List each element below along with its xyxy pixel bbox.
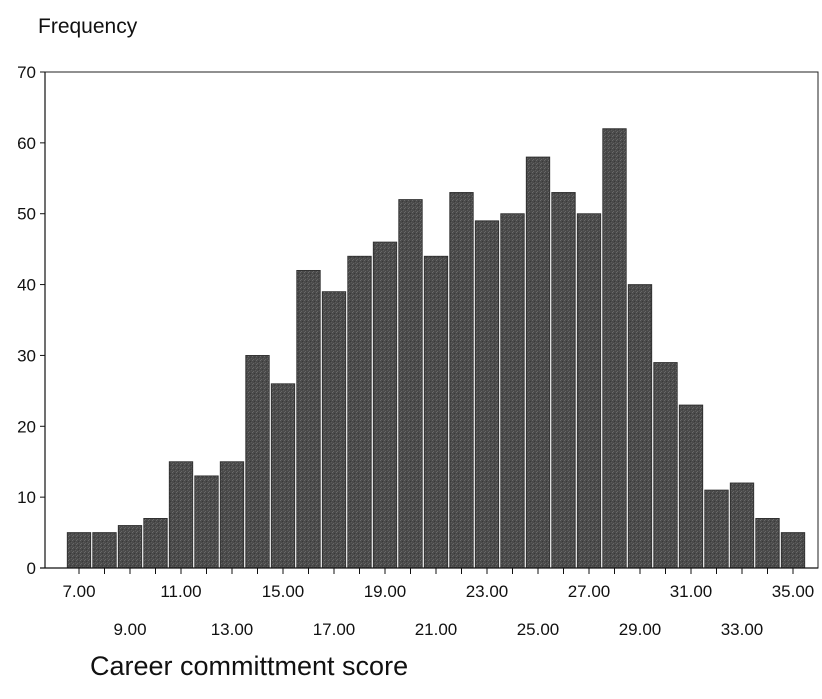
histogram-bar <box>194 475 219 569</box>
histogram-bar <box>525 156 551 569</box>
x-tick-label: 9.00 <box>113 620 146 639</box>
histogram-bar <box>449 192 474 569</box>
histogram-bar <box>347 255 372 569</box>
histogram-bar <box>372 241 398 569</box>
x-axis-title: Career committment score <box>90 651 408 681</box>
histogram-bar <box>474 220 500 569</box>
bars <box>66 128 806 569</box>
y-tick-label: 40 <box>17 276 36 295</box>
histogram-bar <box>755 518 780 569</box>
y-tick-label: 70 <box>17 63 36 82</box>
y-tick-label: 60 <box>17 134 36 153</box>
y-tick-label: 20 <box>17 417 36 436</box>
x-tick-label: 15.00 <box>262 582 305 601</box>
x-tick-label: 25.00 <box>517 620 560 639</box>
histogram-bar <box>168 461 194 569</box>
x-tick-label: 11.00 <box>160 582 201 601</box>
histogram-bar <box>551 192 576 569</box>
histogram-bar <box>92 532 117 569</box>
histogram-bar <box>780 532 806 569</box>
y-tick-label: 0 <box>27 559 36 578</box>
x-tick-label: 35.00 <box>772 582 815 601</box>
x-tick-label: 19.00 <box>364 582 407 601</box>
y-axis: 0 10 20 30 40 50 60 70 <box>17 63 46 578</box>
x-tick-label: 13.00 <box>211 620 254 639</box>
histogram-bar <box>245 355 270 569</box>
y-tick-label: 10 <box>17 488 36 507</box>
histogram-bar <box>117 525 143 569</box>
histogram-bar <box>678 404 704 569</box>
histogram-bar <box>576 213 602 569</box>
x-tick-label: 23.00 <box>466 582 509 601</box>
x-tick-label: 31.00 <box>670 582 713 601</box>
x-tick-label: 17.00 <box>313 620 356 639</box>
x-tick-label: 29.00 <box>619 620 662 639</box>
histogram-bar <box>653 362 678 569</box>
histogram-bar <box>704 489 729 569</box>
y-axis-title: Frequency <box>38 15 138 38</box>
histogram-bar <box>729 482 755 569</box>
x-tick-label: 33.00 <box>721 620 764 639</box>
histogram-bar <box>321 291 347 569</box>
x-axis: 7.00 11.00 15.00 19.00 23.00 27.00 31.00 35.00 9… <box>40 567 818 639</box>
histogram-bar <box>143 518 168 569</box>
histogram-bar <box>500 213 525 569</box>
x-tick-label: 7.00 <box>62 582 95 601</box>
histogram-bar <box>296 269 321 569</box>
histogram-bar <box>398 199 423 569</box>
histogram-bar <box>423 255 449 569</box>
x-tick-label: 27.00 <box>568 582 611 601</box>
histogram-bar <box>219 461 245 569</box>
y-tick-label: 30 <box>17 346 36 365</box>
x-tick-label: 21.00 <box>415 620 458 639</box>
y-tick-label: 50 <box>17 205 36 224</box>
histogram-bar <box>602 128 627 569</box>
histogram-bar <box>627 284 653 569</box>
histogram-bar <box>270 383 296 569</box>
histogram-bar <box>66 532 92 569</box>
